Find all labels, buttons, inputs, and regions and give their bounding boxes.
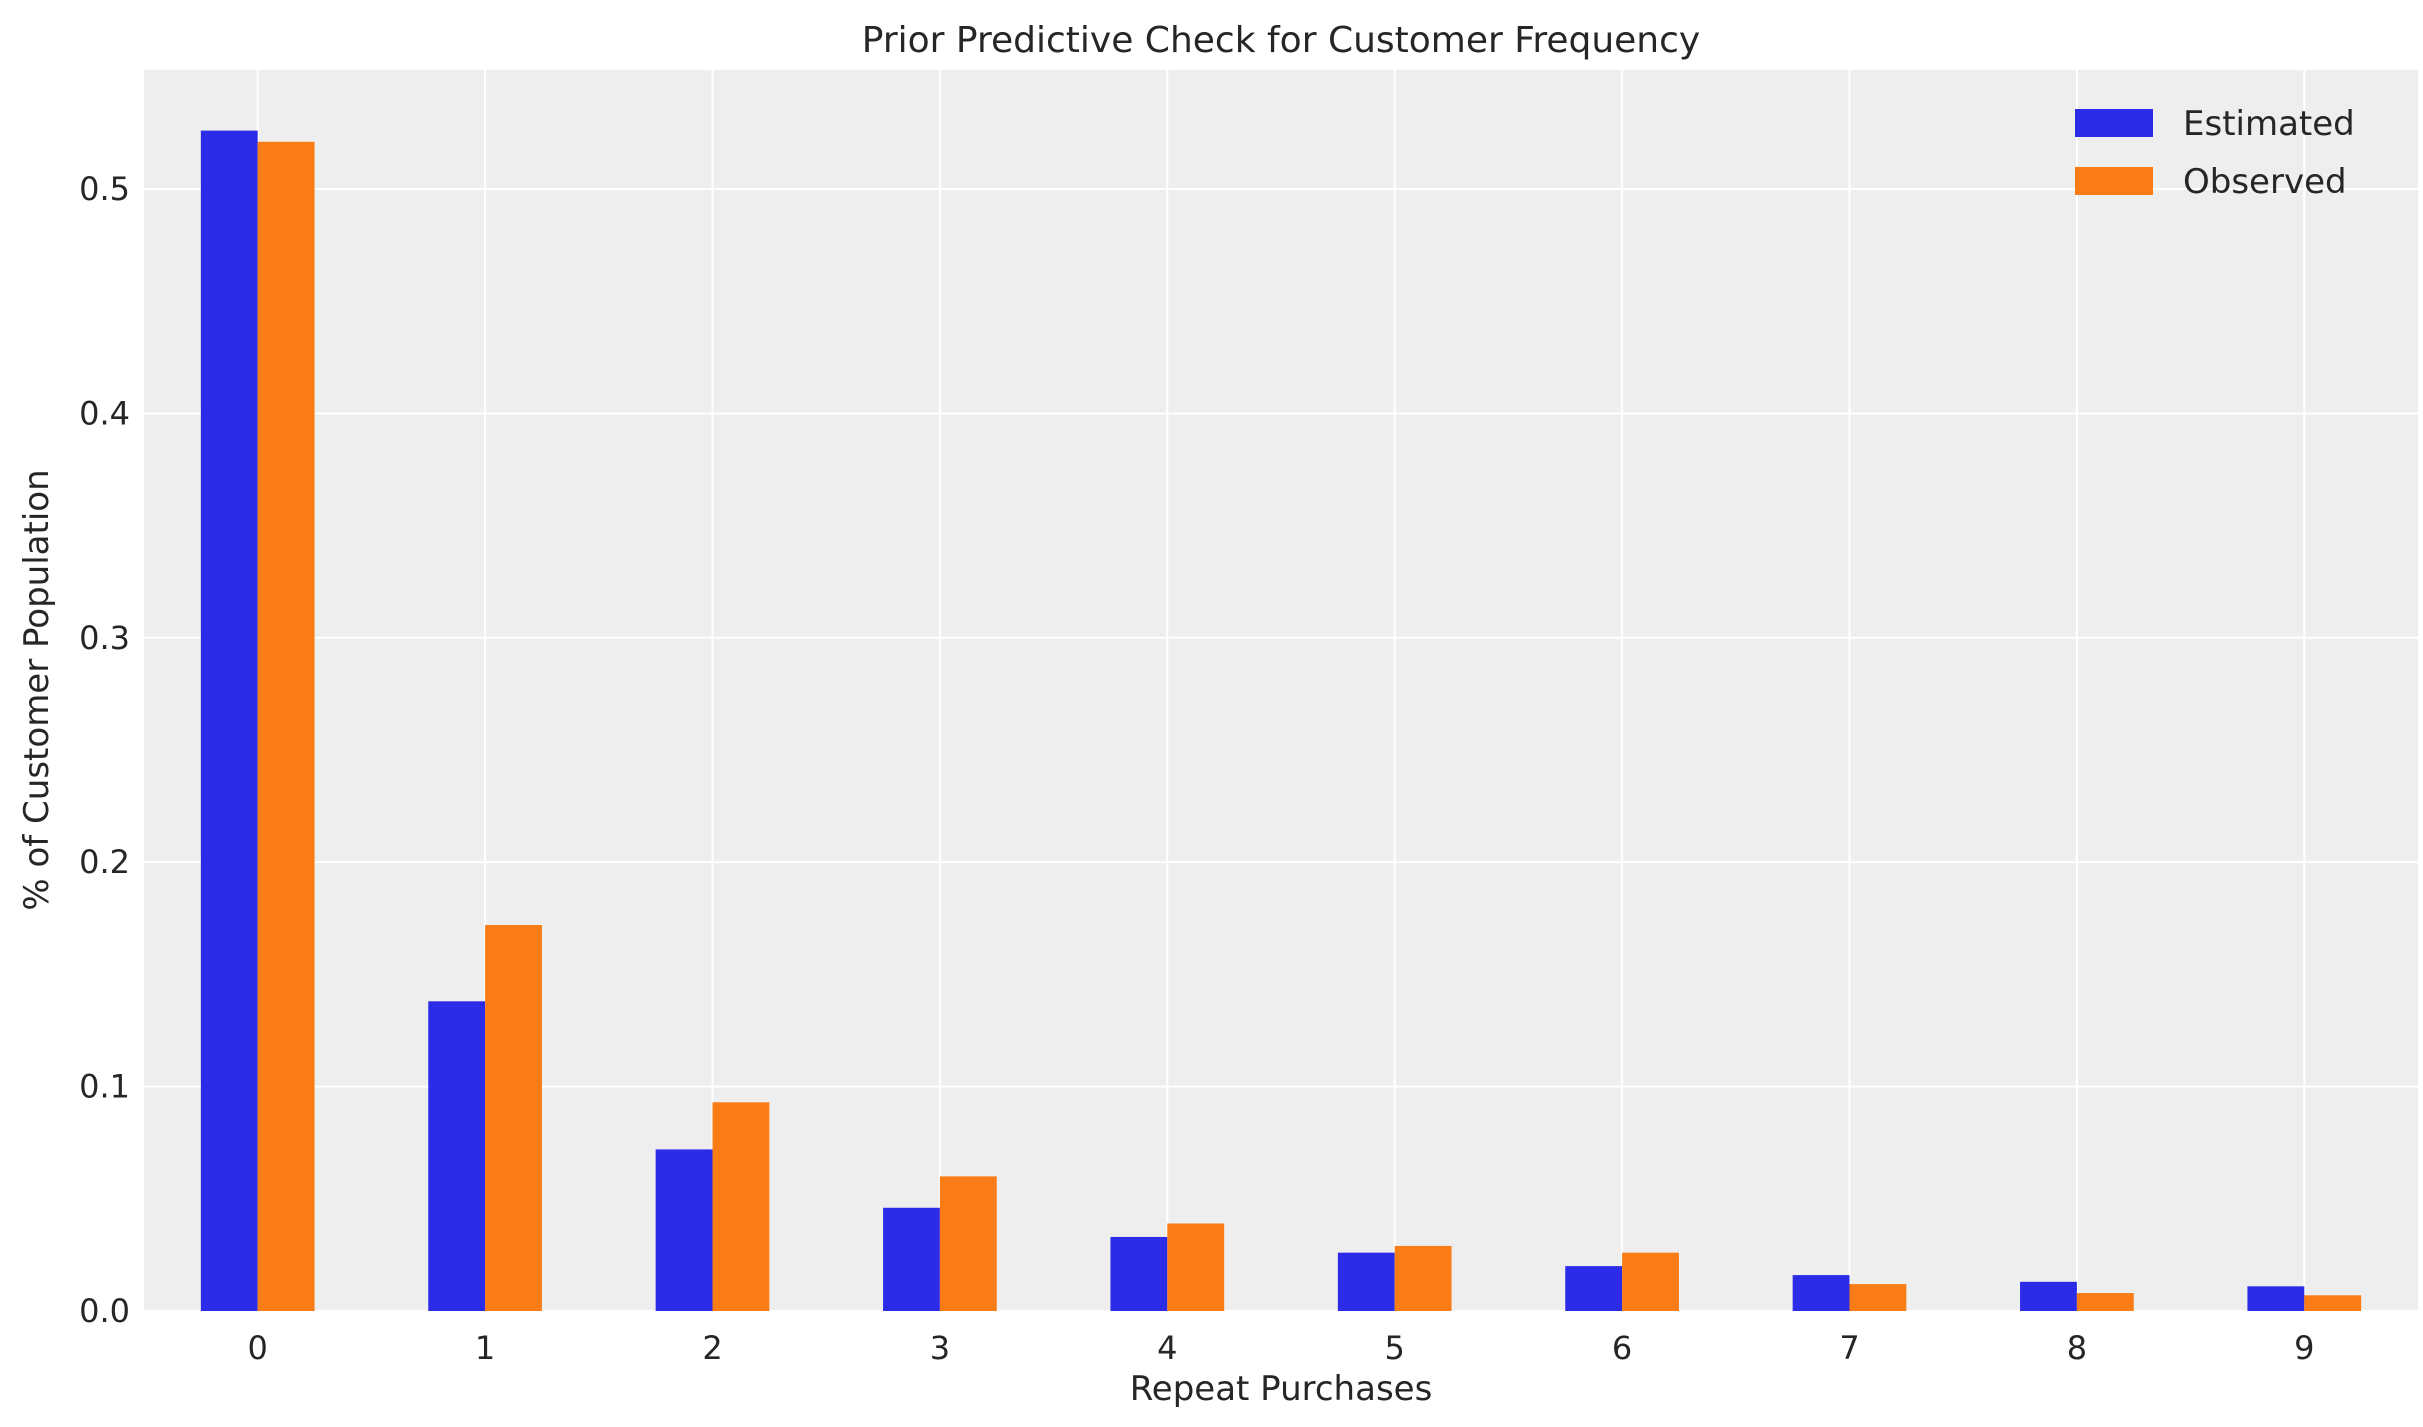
- bar-observed-7: [1849, 1284, 1907, 1311]
- y-tick-labels: 0.0 0.1 0.2 0.3 0.4 0.5: [79, 170, 130, 1330]
- legend-label-estimated: Estimated: [2183, 104, 2355, 144]
- x-tick-label: 2: [702, 1329, 722, 1367]
- bar-observed-2: [712, 1102, 770, 1311]
- bar-estimated-8: [2020, 1281, 2077, 1311]
- y-tick-label: 0.2: [79, 843, 130, 881]
- bar-observed-5: [1394, 1245, 1452, 1311]
- bar-estimated-0: [200, 130, 258, 1312]
- y-tick-label: 0.4: [79, 394, 130, 432]
- bar-estimated-7: [1792, 1275, 1850, 1311]
- x-tick-label: 9: [2294, 1329, 2314, 1367]
- bar-observed-8: [2076, 1293, 2134, 1311]
- y-tick-label: 0.3: [79, 619, 130, 657]
- x-tick-label: 6: [1612, 1329, 1632, 1367]
- y-tick-label: 0.5: [79, 170, 130, 208]
- legend-swatch-estimated: [2075, 109, 2153, 137]
- bar-estimated-3: [883, 1207, 940, 1311]
- bar-observed-6: [1622, 1252, 1679, 1311]
- bar-observed-3: [939, 1176, 997, 1311]
- x-tick-labels: 0 1 2 3 4 5 6 7 8 9: [248, 1329, 2315, 1367]
- bar-observed-4: [1167, 1223, 1225, 1311]
- y-tick-label: 0.0: [79, 1292, 130, 1330]
- legend: Estimated Observed: [2075, 104, 2355, 202]
- x-tick-label: 4: [1157, 1329, 1177, 1367]
- x-tick-label: 5: [1385, 1329, 1405, 1367]
- bar-estimated-4: [1110, 1236, 1168, 1311]
- x-tick-label: 3: [930, 1329, 950, 1367]
- legend-swatch-observed: [2075, 167, 2153, 195]
- bar-estimated-6: [1565, 1266, 1623, 1311]
- bar-observed-0: [257, 141, 315, 1312]
- bar-observed-1: [485, 925, 542, 1311]
- bar-observed-9: [2304, 1295, 2362, 1311]
- y-axis-label: % of Customer Population: [17, 469, 57, 910]
- x-tick-label: 1: [475, 1329, 495, 1367]
- bar-estimated-9: [2247, 1286, 2305, 1311]
- x-tick-label: 0: [248, 1329, 268, 1367]
- x-axis-label: Repeat Purchases: [1130, 1369, 1433, 1409]
- x-tick-label: 8: [2067, 1329, 2087, 1367]
- legend-label-observed: Observed: [2183, 162, 2347, 202]
- bar-estimated-5: [1337, 1252, 1395, 1311]
- bar-estimated-1: [428, 1001, 486, 1311]
- bars: [200, 130, 2362, 1312]
- x-tick-label: 7: [1839, 1329, 1859, 1367]
- chart-title: Prior Predictive Check for Customer Freq…: [862, 20, 1700, 61]
- bar-estimated-2: [655, 1149, 713, 1311]
- y-tick-label: 0.1: [79, 1068, 130, 1106]
